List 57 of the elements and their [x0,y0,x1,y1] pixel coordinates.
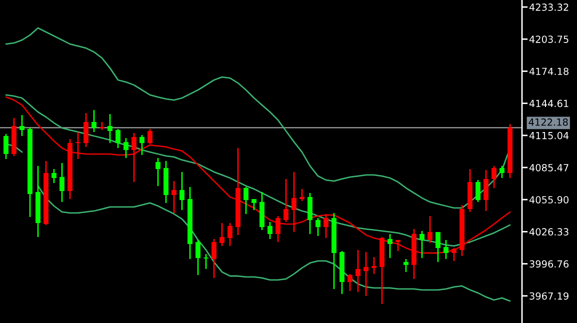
candlestick [124,137,128,159]
candlestick [428,215,432,244]
candlestick [308,192,312,235]
candlestick [444,239,448,260]
candlestick [108,113,112,144]
candlestick [212,238,216,279]
candlestick [4,133,8,160]
y-tick-label: 4233.32 [529,4,568,11]
candlestick [60,162,64,203]
ref-line-label: 4122.18 [528,118,568,126]
candlestick [316,217,320,237]
candlestick [484,169,488,212]
candlestick [196,239,200,276]
candlestick [76,131,80,160]
y-tick-label: 4055.90 [529,196,569,204]
candlestick [148,128,152,145]
candlestick [476,179,480,203]
candlestick [52,168,56,184]
candlestick [180,171,184,211]
candlestick [388,233,392,259]
candlestick [324,213,328,239]
candlestick [116,128,120,149]
candlestick [20,114,24,137]
y-tick-label: 4026.33 [529,228,568,236]
candlestick [172,180,176,214]
candlestick [500,165,504,179]
y-tick-label: 3967.19 [530,292,568,300]
candlestick [436,231,440,263]
candlestick [92,109,96,133]
y-tick-label: 4115.04 [529,132,569,140]
candlestick [252,198,256,211]
candlestick [268,221,272,240]
candlestick [84,112,88,148]
candlestick [140,134,144,156]
candlestick [284,178,288,223]
candlestick [492,165,496,189]
candlestick [356,249,360,293]
y-tick-label: 4174.18 [529,68,568,76]
candlestick [204,253,208,270]
y-tick-label: 4203.75 [529,36,568,43]
candlestick [420,230,424,259]
candlestick [132,132,136,183]
candlestick [452,247,456,262]
y-tick-label: 4085.47 [529,164,568,172]
candlestick [300,188,304,202]
candlestick [348,273,352,292]
candlestick [364,251,368,297]
candlestick [372,256,376,275]
y-tick-label: 3996.76 [530,260,569,268]
candlestick [244,186,248,215]
candlestick [404,258,408,273]
candlestick [276,215,280,243]
candlestick [220,222,224,247]
candlestick [292,171,296,233]
y-tick-label: 4144.61 [529,100,568,108]
candlestick [228,222,232,247]
candlestick [156,157,160,187]
